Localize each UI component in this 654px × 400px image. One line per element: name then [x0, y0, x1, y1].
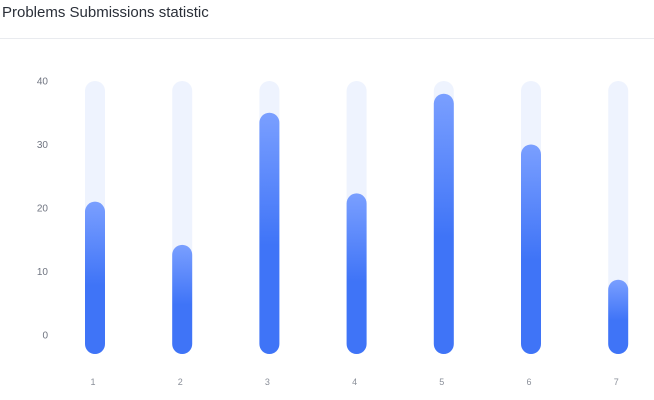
bar-5[interactable]	[433, 93, 454, 355]
x-tick-label: 5	[439, 377, 444, 387]
y-tick-label: 40	[37, 77, 49, 88]
x-tick-label: 2	[178, 377, 183, 387]
x-tick-label: 6	[526, 377, 531, 387]
chart-title: Problems Submissions statistic	[2, 4, 209, 21]
x-tick-label: 4	[352, 377, 357, 387]
x-axis: 1 2 3 4 5 6 7	[90, 377, 618, 387]
x-tick-label: 1	[90, 377, 95, 387]
y-axis: 0 10 20 30 40	[37, 77, 49, 342]
y-tick-label: 20	[37, 204, 49, 215]
x-tick-label: 3	[265, 377, 270, 387]
bar-6[interactable]	[521, 144, 541, 355]
y-tick-label: 10	[37, 267, 49, 278]
bar-2[interactable]	[172, 244, 193, 355]
bar-7[interactable]	[608, 279, 629, 355]
y-tick-label: 0	[42, 331, 48, 342]
bar-3[interactable]	[259, 112, 280, 355]
x-tick-label: 7	[614, 377, 619, 387]
y-tick-label: 30	[37, 140, 49, 151]
bars	[85, 93, 629, 355]
card-header: Problems Submissions statistic	[0, 0, 654, 39]
bar-1[interactable]	[85, 201, 105, 355]
bar-4[interactable]	[346, 193, 367, 355]
